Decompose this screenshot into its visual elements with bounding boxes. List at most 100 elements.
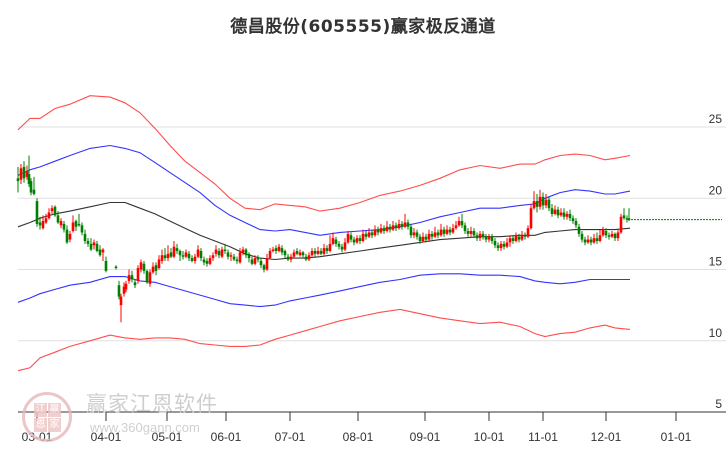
candle	[382, 225, 386, 234]
candle	[322, 243, 326, 256]
candle	[223, 243, 227, 254]
candle	[95, 241, 99, 253]
candle	[187, 250, 191, 261]
y-tick-label: 5	[715, 397, 722, 411]
candle	[403, 213, 407, 229]
candle	[27, 155, 31, 187]
candle	[505, 238, 509, 249]
candle	[394, 222, 398, 232]
candle	[457, 216, 461, 227]
candle	[589, 236, 593, 246]
candle	[16, 166, 20, 193]
candle	[622, 208, 626, 220]
candle	[424, 233, 428, 243]
candle	[65, 225, 69, 244]
candle	[568, 209, 572, 222]
candle	[154, 262, 158, 276]
candle	[325, 245, 329, 254]
candle	[160, 249, 164, 264]
candle	[337, 241, 341, 250]
candle	[610, 231, 614, 239]
candle	[550, 203, 554, 217]
candle	[80, 222, 84, 236]
candle	[388, 223, 392, 233]
candle	[310, 248, 314, 257]
candle	[526, 225, 530, 239]
candle	[328, 235, 332, 253]
watermark-logo: 江 赢 恩 家	[22, 392, 72, 442]
candle	[89, 238, 93, 251]
x-tick-label: 07-01	[275, 430, 306, 444]
candle	[556, 206, 560, 219]
candle	[331, 232, 335, 246]
y-tick-label: 15	[709, 255, 723, 269]
candle	[511, 235, 515, 244]
candle	[415, 229, 419, 240]
candle	[127, 269, 131, 284]
candle	[520, 231, 524, 241]
candle	[370, 229, 374, 239]
y-tick-label: 25	[709, 112, 723, 126]
candle	[625, 215, 629, 223]
candle	[454, 221, 458, 230]
candle	[101, 248, 105, 261]
candle	[151, 262, 155, 274]
candle	[193, 253, 197, 264]
candle	[565, 211, 569, 220]
candle	[472, 228, 476, 239]
candle	[547, 196, 551, 212]
candle	[586, 235, 590, 244]
candle	[349, 232, 353, 243]
candle	[130, 270, 134, 283]
candle	[157, 255, 161, 270]
candle	[286, 253, 290, 261]
upper-outer-band-line	[17, 95, 631, 212]
candle	[358, 235, 362, 244]
x-tick-label: 09-01	[410, 430, 441, 444]
candle	[244, 248, 248, 259]
candle	[29, 178, 33, 196]
x-tick-label: 04-01	[91, 430, 122, 444]
candle	[199, 248, 203, 261]
candle	[122, 282, 126, 297]
candle	[298, 249, 302, 257]
candle	[295, 248, 299, 256]
candle	[289, 253, 293, 263]
candle	[439, 223, 443, 237]
candle	[514, 232, 518, 243]
y-tick-label: 10	[709, 326, 723, 340]
candle	[208, 255, 212, 266]
x-tick-label: 12-01	[591, 430, 622, 444]
candle	[181, 250, 185, 260]
candle	[421, 232, 425, 243]
candle	[280, 245, 284, 256]
candle	[442, 226, 446, 237]
candle	[83, 229, 87, 244]
candle	[418, 233, 422, 244]
candle	[580, 231, 584, 243]
candle	[277, 243, 281, 253]
candle	[601, 226, 605, 237]
candle	[364, 231, 368, 240]
candle	[562, 208, 566, 220]
candle	[496, 242, 500, 251]
candle	[184, 249, 188, 259]
x-tick-label: 08-01	[343, 430, 374, 444]
candle	[166, 245, 170, 261]
candle	[217, 248, 221, 259]
lower-inner-band-line	[17, 273, 630, 308]
candle	[250, 256, 254, 266]
candle	[114, 265, 118, 270]
candle	[25, 165, 29, 180]
x-tick-label: 11-01	[528, 430, 558, 444]
candle	[574, 218, 578, 229]
candle	[481, 231, 485, 240]
candle	[271, 246, 275, 253]
candle	[169, 248, 173, 259]
candle	[229, 252, 233, 261]
candle	[484, 233, 488, 243]
candle	[232, 253, 236, 261]
candle	[190, 255, 194, 263]
candle	[538, 189, 542, 210]
